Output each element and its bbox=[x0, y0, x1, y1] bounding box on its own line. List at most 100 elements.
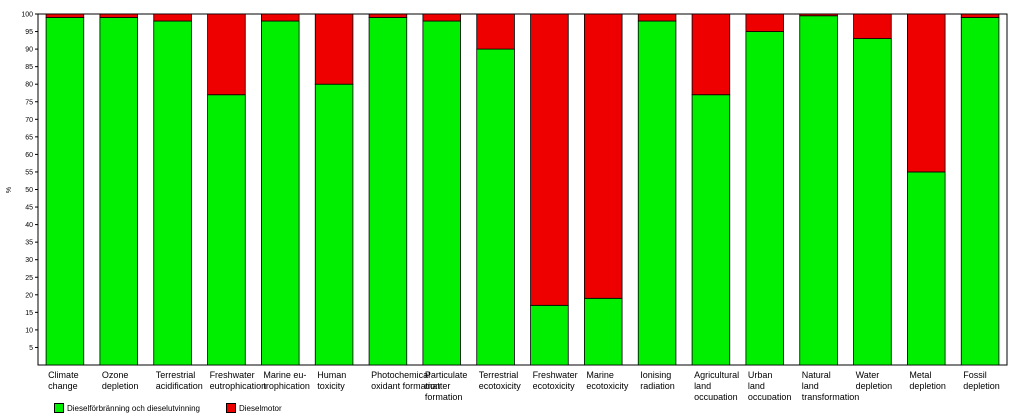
x-category-label: Ozone bbox=[102, 370, 129, 380]
plot-area bbox=[37, 13, 1008, 366]
bar-segment-green bbox=[45, 17, 85, 366]
bars bbox=[45, 13, 1000, 366]
legend-label: Dieselmotor bbox=[238, 403, 282, 413]
y-tick-label: 40 bbox=[25, 222, 33, 229]
x-axis-labels: ClimatechangeOzonedepletionTerrestrialac… bbox=[48, 370, 1000, 400]
bar-segment-green bbox=[368, 17, 408, 366]
y-tick-label: 45 bbox=[25, 205, 33, 212]
x-category-label: Urban bbox=[748, 370, 773, 380]
bar-segment-green bbox=[853, 38, 892, 366]
y-tick-label: 30 bbox=[25, 257, 33, 264]
x-category-label: formation bbox=[425, 392, 463, 400]
x-category-label: ecotoxicity bbox=[533, 381, 576, 391]
x-category-label: occupation bbox=[748, 392, 792, 400]
x-category-label: oxidant formation bbox=[371, 381, 440, 391]
x-category-label: Marine eu- bbox=[263, 370, 306, 380]
bar-segment-green bbox=[584, 297, 623, 366]
legend-item-diesel-engine: Dieselmotor bbox=[225, 403, 282, 413]
bar-segment-red bbox=[960, 13, 1000, 18]
bar-segment-red bbox=[584, 13, 623, 299]
x-category-label: depletion bbox=[856, 381, 893, 391]
x-category-label: land bbox=[802, 381, 819, 391]
x-category-label: Freshwater bbox=[533, 370, 578, 380]
bar-segment-red bbox=[368, 13, 408, 18]
legend: Dieselförbränning och dieselutvinning Di… bbox=[54, 403, 308, 413]
bar-segment-green bbox=[153, 20, 192, 366]
y-tick-label: 60 bbox=[25, 152, 33, 159]
bar-segment-green bbox=[960, 17, 1000, 366]
x-category-label: toxicity bbox=[317, 381, 345, 391]
bar-segment-red bbox=[207, 13, 246, 96]
y-tick-label: 70 bbox=[25, 117, 33, 124]
x-category-label: trophication bbox=[263, 381, 310, 391]
legend-item-diesel-combustion: Dieselförbränning och dieselutvinning bbox=[54, 403, 200, 413]
x-category-label: acidification bbox=[156, 381, 203, 391]
bar-segment-red bbox=[153, 13, 192, 22]
x-category-label: ecotoxicity bbox=[479, 381, 522, 391]
bar-segment-red bbox=[907, 13, 946, 173]
x-category-label: Particulate bbox=[425, 370, 468, 380]
x-category-label: change bbox=[48, 381, 78, 391]
y-tick-label: 5 bbox=[29, 345, 33, 352]
y-tick-label: 90 bbox=[25, 47, 33, 54]
x-category-label: land bbox=[694, 381, 711, 391]
y-tick-label: 65 bbox=[25, 134, 33, 141]
bar-segment-red bbox=[45, 13, 85, 18]
x-category-label: Fossil bbox=[963, 370, 987, 380]
legend-swatch-green bbox=[54, 403, 64, 413]
bar-segment-green bbox=[691, 94, 731, 366]
y-tick-label: 50 bbox=[25, 187, 33, 194]
legend-swatch-red bbox=[225, 403, 236, 413]
x-category-label: Photochemical bbox=[371, 370, 430, 380]
x-category-label: Water bbox=[856, 370, 880, 380]
bar-segment-green bbox=[637, 20, 677, 366]
bar-segment-green bbox=[745, 31, 784, 366]
bar-segment-red bbox=[853, 13, 892, 39]
x-category-label: Terrestrial bbox=[156, 370, 196, 380]
bar-segment-green bbox=[530, 304, 569, 366]
bar-segment-red bbox=[637, 13, 677, 22]
bar-segment-green bbox=[314, 83, 354, 366]
x-category-label: Human bbox=[317, 370, 346, 380]
y-tick-label: 15 bbox=[25, 310, 33, 317]
y-tick-label: 80 bbox=[25, 82, 33, 89]
stacked-bar-chart: % 5 10 15 20 25 30 35 40 45 50 55 60 65 70 75 80 85 90 95 1… bbox=[6, 12, 1008, 400]
bar-segment-red bbox=[476, 13, 515, 50]
bar-segment-red bbox=[422, 13, 461, 22]
x-category-label: Climate bbox=[48, 370, 79, 380]
bar-segment-green bbox=[476, 48, 515, 366]
bar-segment-red bbox=[314, 13, 354, 85]
bar-segment-red bbox=[745, 13, 784, 32]
y-tick-label: 55 bbox=[25, 169, 33, 176]
x-category-label: depletion bbox=[963, 381, 1000, 391]
bar-segment-red bbox=[99, 13, 138, 18]
bar-segment-green bbox=[907, 171, 946, 366]
bar-segment-red bbox=[691, 13, 731, 96]
x-category-label: depletion bbox=[909, 381, 946, 391]
bar-segment-green bbox=[99, 17, 138, 366]
y-axis-label: % bbox=[6, 187, 13, 193]
bar-segment-green bbox=[207, 94, 246, 366]
y-tick-label: 20 bbox=[25, 292, 33, 299]
bar-segment-red bbox=[261, 13, 300, 22]
x-category-label: Marine bbox=[586, 370, 614, 380]
y-tick-label: 95 bbox=[25, 29, 33, 36]
legend-label: Dieselförbränning och dieselutvinning bbox=[67, 403, 200, 413]
x-category-label: Terrestrial bbox=[479, 370, 519, 380]
y-tick-label: 25 bbox=[25, 275, 33, 282]
x-category-label: Natural bbox=[802, 370, 831, 380]
x-category-label: Agricultural bbox=[694, 370, 739, 380]
y-tick-label: 100 bbox=[21, 12, 33, 19]
x-category-label: matter bbox=[425, 381, 451, 391]
x-category-label: radiation bbox=[640, 381, 675, 391]
x-category-label: occupation bbox=[694, 392, 738, 400]
bar-segment-red bbox=[799, 13, 838, 17]
y-tick-label: 75 bbox=[25, 99, 33, 106]
x-category-label: land bbox=[748, 381, 765, 391]
y-tick-label: 10 bbox=[25, 327, 33, 334]
x-category-label: depletion bbox=[102, 381, 139, 391]
bar-segment-green bbox=[422, 20, 461, 366]
x-category-label: transformation bbox=[802, 392, 860, 400]
y-axis: 5 10 15 20 25 30 35 40 45 50 55 60 65 70 75 80 85 90 95 100 bbox=[21, 12, 38, 352]
y-tick-label: 35 bbox=[25, 240, 33, 247]
